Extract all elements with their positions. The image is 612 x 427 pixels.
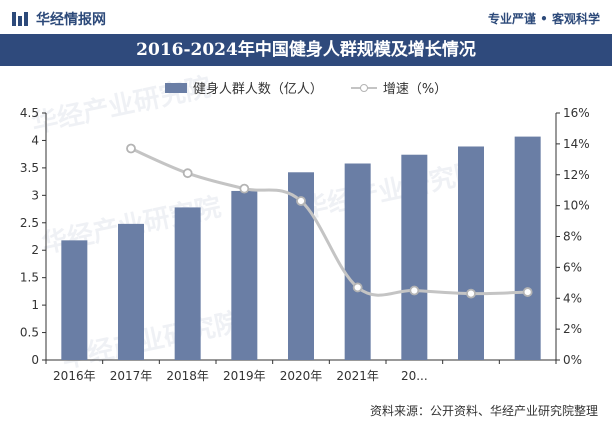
y-left-tick-label: 2.5 bbox=[20, 216, 39, 230]
x-tick-label: 2016年 bbox=[53, 369, 96, 383]
x-tick-label: 2021年 bbox=[336, 369, 379, 383]
legend-swatch-line bbox=[350, 83, 377, 93]
y-left-tick-label: 1 bbox=[31, 298, 39, 312]
growth-line bbox=[130, 147, 528, 297]
growth-point bbox=[466, 288, 476, 299]
x-tick-label: 2020年 bbox=[280, 369, 323, 383]
x-tick-label: 2019年 bbox=[223, 369, 266, 383]
legend: 健身人群人数（亿人） 增速（%） bbox=[0, 78, 612, 97]
legend-label-bars: 健身人群人数（亿人） bbox=[192, 82, 323, 97]
growth-point bbox=[239, 183, 250, 194]
legend-item-bars: 健身人群人数（亿人） bbox=[164, 78, 323, 97]
legend-item-line: 增速（%） bbox=[350, 78, 448, 97]
chart-title: 2016-2024年中国健身人群规模及增长情况 bbox=[0, 34, 612, 66]
y-right-tick-label: 16% bbox=[563, 106, 590, 120]
brand-logo: 华经情报网 bbox=[12, 9, 106, 29]
x-tick-label: 2017年 bbox=[110, 369, 153, 383]
legend-label-line: 增速（%） bbox=[382, 82, 448, 97]
legend-swatch-bar bbox=[164, 82, 187, 93]
y-right-tick-label: 14% bbox=[563, 137, 590, 151]
bar bbox=[61, 240, 88, 360]
y-left-tick-label: 0.5 bbox=[20, 326, 39, 340]
y-right-tick-label: 12% bbox=[563, 168, 590, 182]
growth-point bbox=[522, 287, 533, 297]
growth-point bbox=[182, 168, 193, 179]
y-left-tick-label: 1.5 bbox=[20, 271, 39, 285]
growth-point bbox=[409, 285, 420, 296]
header: 华经情报网 专业严谨 • 客观科学 bbox=[0, 0, 612, 34]
x-tick-label: 20... bbox=[401, 369, 428, 383]
x-tick-label: 2018年 bbox=[166, 369, 209, 383]
y-left-tick-label: 4 bbox=[31, 133, 39, 147]
bar bbox=[514, 136, 541, 360]
growth-point bbox=[126, 143, 136, 154]
y-right-tick-label: 6% bbox=[563, 260, 582, 274]
y-left-tick-label: 2 bbox=[31, 243, 39, 257]
tagline: 专业严谨 • 客观科学 bbox=[487, 12, 600, 26]
y-right-tick-label: 4% bbox=[563, 291, 582, 305]
brand-name: 华经情报网 bbox=[36, 12, 106, 28]
brand-icon bbox=[12, 12, 28, 26]
y-right-tick-label: 0% bbox=[563, 353, 582, 367]
source-note: 资料来源：公开资料、华经产业研究院整理 bbox=[369, 404, 598, 418]
growth-point bbox=[352, 282, 363, 293]
growth-point bbox=[296, 196, 306, 206]
bar bbox=[231, 190, 258, 360]
y-left-tick-label: 3.5 bbox=[20, 161, 39, 175]
y-right-tick-label: 2% bbox=[563, 322, 582, 336]
y-left-tick-label: 3 bbox=[31, 188, 39, 202]
y-left-tick-label: 0 bbox=[31, 353, 39, 367]
bar bbox=[118, 223, 144, 360]
y-right-tick-label: 10% bbox=[563, 199, 590, 213]
bar bbox=[458, 146, 484, 360]
y-left-tick-label: 4.5 bbox=[20, 106, 39, 120]
bar bbox=[344, 163, 371, 360]
bar bbox=[174, 207, 201, 360]
y-right-tick-label: 8% bbox=[563, 230, 582, 244]
bar bbox=[401, 154, 428, 360]
